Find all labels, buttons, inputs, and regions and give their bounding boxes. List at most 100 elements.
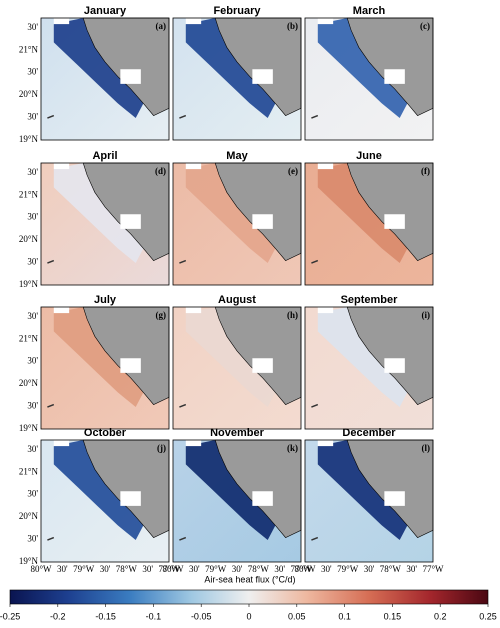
mask bbox=[120, 69, 141, 84]
map-panel bbox=[40, 439, 170, 563]
coastal-shelf bbox=[53, 163, 144, 263]
panel-title: March bbox=[353, 5, 386, 17]
lat-label: 19°N bbox=[19, 279, 39, 289]
lat-label: 30' bbox=[27, 444, 38, 454]
coastal-shelf bbox=[53, 307, 144, 407]
lat-label: 30' bbox=[27, 401, 38, 411]
colorbar-tick-label: -0.2 bbox=[50, 611, 66, 621]
map-panel bbox=[172, 439, 302, 563]
panel-frame bbox=[172, 306, 302, 430]
lat-label: 30' bbox=[27, 22, 38, 32]
mask bbox=[384, 491, 405, 506]
lon-label: 80°W bbox=[162, 564, 184, 574]
panel-title: April bbox=[92, 150, 117, 162]
lon-label: 79°W bbox=[73, 564, 95, 574]
mask bbox=[384, 69, 405, 84]
colorbar-tick-label: -0.05 bbox=[191, 611, 212, 621]
panel-title: November bbox=[210, 427, 265, 439]
panel-label: (g) bbox=[156, 310, 167, 320]
panel-frame bbox=[304, 306, 434, 430]
lat-label: 30' bbox=[27, 67, 38, 77]
colorbar-tick-label: -0.25 bbox=[0, 611, 20, 621]
panel-frame bbox=[40, 306, 170, 430]
panel-frame bbox=[304, 17, 434, 141]
lat-label: 21°N bbox=[19, 44, 39, 54]
lon-label: 30' bbox=[406, 564, 417, 574]
lon-label: 30' bbox=[57, 564, 68, 574]
panel-frame bbox=[40, 439, 170, 563]
lon-label: 30' bbox=[364, 564, 375, 574]
reef bbox=[179, 259, 187, 264]
mask bbox=[252, 358, 273, 373]
mask bbox=[120, 214, 141, 229]
map-panel bbox=[172, 17, 302, 141]
coastal-shelf bbox=[317, 163, 408, 263]
lat-label: 19°N bbox=[19, 556, 39, 566]
lat-label: 30' bbox=[27, 356, 38, 366]
panel-frame bbox=[172, 439, 302, 563]
coastal-shelf bbox=[53, 18, 144, 118]
reef bbox=[179, 536, 187, 541]
panel-frame bbox=[40, 17, 170, 141]
colorbar-tick-label: 0 bbox=[246, 611, 251, 621]
mask bbox=[384, 214, 405, 229]
lon-label: 78°W bbox=[380, 564, 402, 574]
lon-label: 30' bbox=[142, 564, 153, 574]
lon-label: 79°W bbox=[337, 564, 359, 574]
lat-label: 30' bbox=[27, 257, 38, 267]
lon-label: 79°W bbox=[205, 564, 227, 574]
coastal-shelf bbox=[185, 163, 276, 263]
panel-label: (f) bbox=[421, 166, 430, 176]
coastal-shelf bbox=[317, 440, 408, 540]
mask bbox=[185, 307, 202, 314]
mask bbox=[317, 163, 334, 170]
mask bbox=[317, 18, 334, 25]
lon-label: 77°W bbox=[422, 564, 444, 574]
lon-label: 30' bbox=[100, 564, 111, 574]
map-panel bbox=[172, 162, 302, 286]
reef bbox=[179, 114, 187, 119]
map-panel bbox=[304, 162, 434, 286]
map-panel bbox=[40, 306, 170, 430]
panel-title: May bbox=[226, 150, 248, 162]
panel-frame bbox=[304, 439, 434, 563]
colorbar-tick-label: 0.25 bbox=[479, 611, 497, 621]
panel-title: February bbox=[213, 5, 261, 17]
panel-label: (d) bbox=[155, 166, 166, 176]
panel-frame bbox=[40, 162, 170, 286]
panel-title: August bbox=[218, 294, 256, 306]
lon-label: 78°W bbox=[116, 564, 138, 574]
reef bbox=[47, 536, 55, 541]
colorbar-tick-label: -0.15 bbox=[95, 611, 116, 621]
lat-label: 20°N bbox=[19, 89, 39, 99]
lon-label: 30' bbox=[321, 564, 332, 574]
colorbar-tick-label: 0.05 bbox=[288, 611, 306, 621]
lat-label: 30' bbox=[27, 167, 38, 177]
mask bbox=[252, 69, 273, 84]
reef bbox=[311, 403, 319, 408]
lat-label: 20°N bbox=[19, 378, 39, 388]
mask bbox=[53, 440, 70, 447]
reef bbox=[179, 403, 187, 408]
lat-label: 19°N bbox=[19, 134, 39, 144]
panel-frame bbox=[304, 162, 434, 286]
panel-title: December bbox=[342, 427, 396, 439]
panel-frame bbox=[172, 17, 302, 141]
reef bbox=[47, 259, 55, 264]
panel-title: July bbox=[94, 294, 117, 306]
panel-label: (j) bbox=[157, 443, 166, 453]
lat-label: 30' bbox=[27, 489, 38, 499]
panel-label: (l) bbox=[422, 443, 431, 453]
reef bbox=[311, 114, 319, 119]
mask bbox=[120, 491, 141, 506]
mask bbox=[317, 440, 334, 447]
lat-label: 21°N bbox=[19, 466, 39, 476]
coastal-shelf bbox=[185, 18, 276, 118]
lon-label: 80°W bbox=[30, 564, 52, 574]
mask bbox=[252, 214, 273, 229]
panel-title: October bbox=[84, 427, 127, 439]
panel-frame bbox=[172, 162, 302, 286]
reef bbox=[47, 403, 55, 408]
